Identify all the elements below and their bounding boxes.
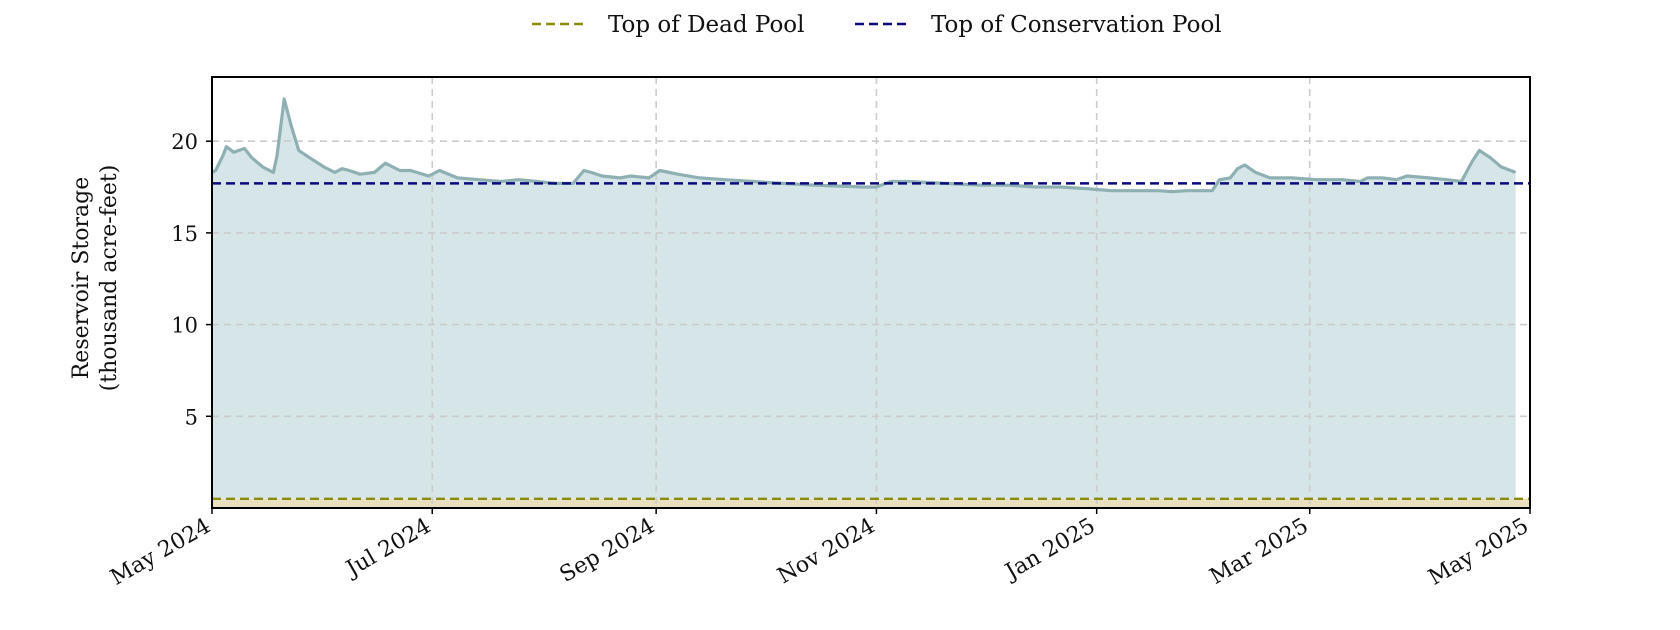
- y-axis-ticks: 5 10 15 20: [171, 130, 212, 429]
- y-axis-label: Reservoir Storage (thousand acre-feet): [69, 165, 122, 392]
- x-tick-label: Sep 2024: [556, 514, 660, 588]
- x-tick-label: May 2024: [106, 514, 215, 591]
- reference-lines: [212, 182, 1530, 501]
- y-tick-label: 15: [171, 222, 198, 246]
- legend: Top of Dead Pool Top of Conservation Pool: [532, 12, 1222, 38]
- y-tick-label: 5: [185, 405, 198, 429]
- plot-frame: [211, 76, 1531, 509]
- x-tick-label: Jul 2024: [340, 514, 435, 583]
- plot-border: [211, 76, 1531, 509]
- legend-label-0: Top of Dead Pool: [608, 12, 805, 38]
- storage-line: [211, 97, 1517, 194]
- y-axis-label-line-1: Reservoir Storage: [69, 177, 94, 380]
- pool-fills: [212, 99, 1530, 508]
- storage-area-fill: [212, 99, 1516, 499]
- dead-pool-fill: [212, 498, 1530, 508]
- x-tick-label: Mar 2025: [1206, 514, 1313, 590]
- x-tick-label: Nov 2024: [773, 514, 879, 590]
- y-tick-label: 10: [171, 314, 198, 338]
- grid-lines: [211, 77, 1531, 508]
- x-axis-ticks: May 2024 Jul 2024 Sep 2024 Nov 2024 Jan 2025…: [106, 508, 1533, 591]
- x-tick-label: May 2025: [1424, 514, 1533, 591]
- y-axis-label-line-2: (thousand acre-feet): [97, 165, 122, 392]
- x-tick-label: Jan 2025: [1000, 514, 1100, 586]
- legend-label-1: Top of Conservation Pool: [931, 12, 1222, 38]
- storage-series: [211, 97, 1517, 194]
- y-tick-label: 20: [171, 130, 198, 154]
